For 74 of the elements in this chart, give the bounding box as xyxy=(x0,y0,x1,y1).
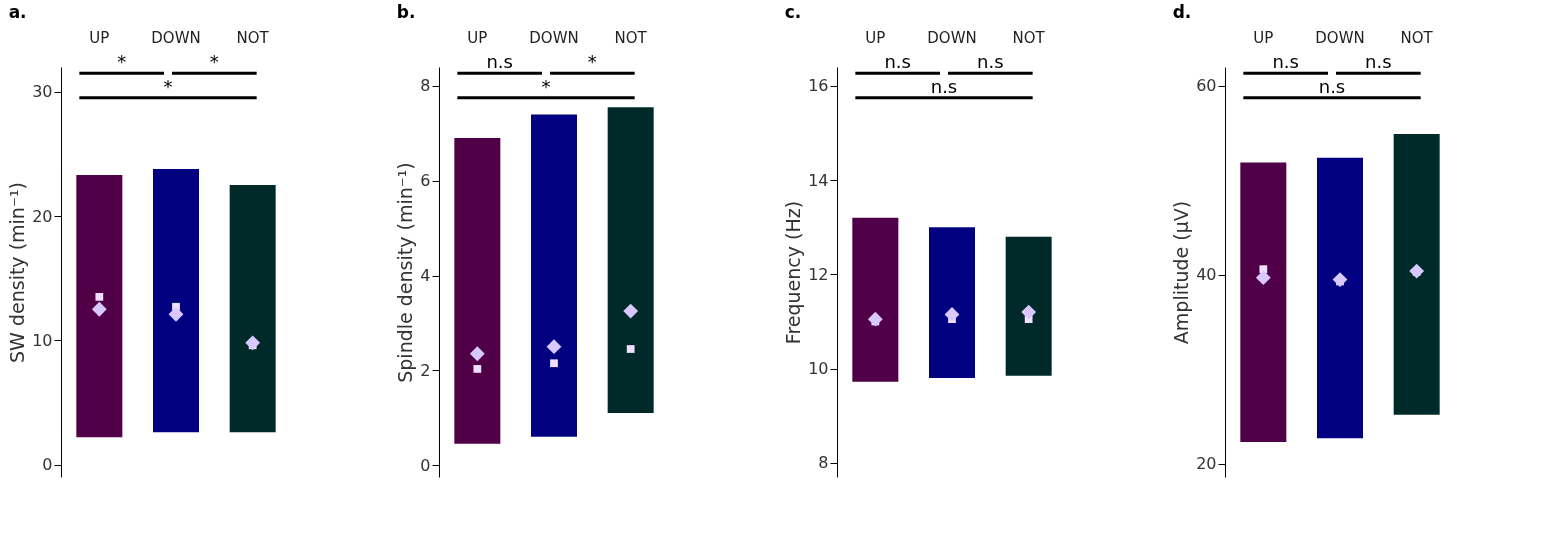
x-tick-label: UP xyxy=(865,28,886,47)
y-tick-label: 2 xyxy=(420,360,431,380)
point xyxy=(546,339,562,355)
y-axis-title: Spindle density (min⁻¹) xyxy=(394,162,417,383)
point xyxy=(91,301,107,317)
y-axis-title: Amplitude (µV) xyxy=(1170,200,1193,345)
point xyxy=(473,365,482,373)
bar xyxy=(1005,236,1052,376)
y-tick-label: 0 xyxy=(420,455,431,475)
y-tick-label: 14 xyxy=(808,170,829,190)
x-tick-label: UP xyxy=(89,28,110,47)
y-tick-label: 4 xyxy=(420,266,431,286)
y-tick-label: 10 xyxy=(808,359,829,379)
annotation: n.s xyxy=(977,51,1004,73)
y-tick-label: 30 xyxy=(32,82,53,102)
annotation: n.s xyxy=(930,75,958,97)
annotation: n.s xyxy=(884,51,911,73)
chart-title: d. xyxy=(1172,2,1192,22)
point xyxy=(1021,304,1037,320)
x-tick-label: DOWN xyxy=(529,28,579,47)
annotation: * xyxy=(117,51,127,73)
chart-title: a. xyxy=(8,2,27,22)
point xyxy=(1409,263,1425,279)
y-tick-label: 8 xyxy=(420,76,431,96)
point xyxy=(867,311,883,327)
x-tick-label: DOWN xyxy=(927,28,977,47)
x-tick-label: DOWN xyxy=(1315,28,1365,47)
annotation: n.s xyxy=(1365,51,1392,73)
annotation: * xyxy=(209,51,219,73)
x-tick-label: NOT xyxy=(614,28,648,47)
chart-title: c. xyxy=(784,2,802,22)
x-tick-label: DOWN xyxy=(151,28,201,47)
y-axis-title: Frequency (Hz) xyxy=(782,200,805,345)
x-tick-label: UP xyxy=(1253,28,1274,47)
x-tick-label: NOT xyxy=(236,28,270,47)
point xyxy=(1332,272,1348,287)
bar xyxy=(852,217,899,382)
bar xyxy=(929,227,975,379)
y-tick-label: 16 xyxy=(808,76,829,96)
point xyxy=(469,346,485,362)
bar xyxy=(531,114,577,437)
y-tick-label: 12 xyxy=(808,264,829,284)
point xyxy=(550,359,558,368)
x-tick-label: NOT xyxy=(1400,28,1434,47)
y-tick-label: 0 xyxy=(42,455,53,475)
x-tick-label: UP xyxy=(467,28,488,47)
annotation: * xyxy=(163,75,173,97)
annotation: * xyxy=(541,75,551,97)
y-tick-label: 6 xyxy=(420,171,431,191)
bar xyxy=(607,107,654,414)
annotation: n.s xyxy=(486,51,513,73)
point xyxy=(1255,270,1271,286)
bar xyxy=(1240,162,1287,443)
y-tick-label: 10 xyxy=(32,330,53,350)
y-tick-label: 20 xyxy=(32,206,53,226)
annotation: n.s xyxy=(1318,75,1346,97)
y-tick-label: 8 xyxy=(818,453,829,473)
bar xyxy=(1393,134,1440,415)
chart-title: b. xyxy=(396,2,416,22)
y-tick-label: 60 xyxy=(1196,76,1217,96)
y-tick-label: 40 xyxy=(1196,265,1217,285)
point xyxy=(626,345,635,353)
bar xyxy=(1317,157,1363,439)
bar xyxy=(454,138,501,444)
annotation: n.s xyxy=(1272,51,1299,73)
point xyxy=(245,335,261,351)
point xyxy=(623,303,639,319)
point xyxy=(944,307,960,322)
y-tick-label: 20 xyxy=(1196,454,1217,474)
x-tick-label: NOT xyxy=(1012,28,1046,47)
y-axis-title: SW density (min⁻¹) xyxy=(6,182,29,363)
point xyxy=(168,306,184,322)
annotation: * xyxy=(587,51,597,73)
point xyxy=(95,292,104,301)
